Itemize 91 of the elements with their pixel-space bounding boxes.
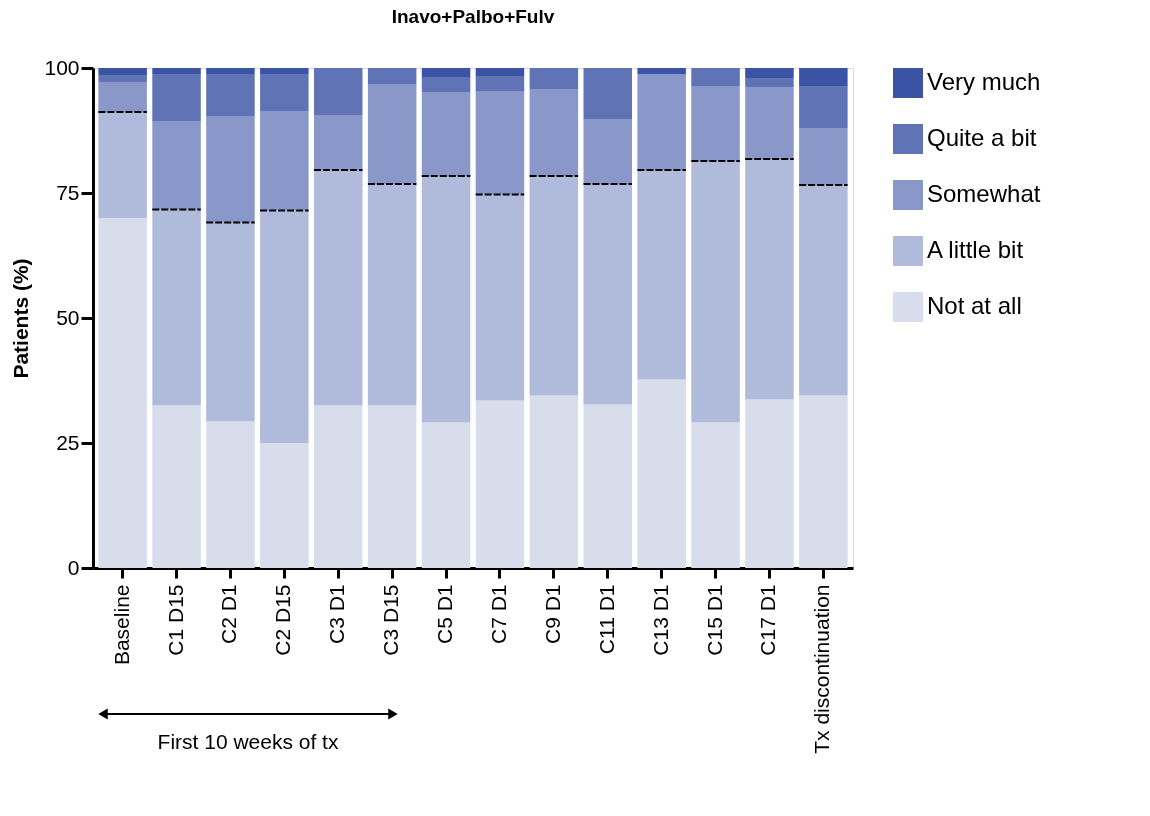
bar bbox=[206, 68, 255, 74]
x-tick-label: C3 D1 bbox=[325, 584, 349, 645]
legend-label: Very much bbox=[927, 68, 1041, 95]
bar bbox=[691, 86, 740, 161]
x-tick-label: Tx discontinuation bbox=[810, 584, 834, 754]
bar bbox=[691, 68, 740, 86]
bar bbox=[260, 74, 309, 111]
x-tick-label: C2 D15 bbox=[271, 584, 295, 656]
bar bbox=[637, 379, 686, 568]
bar bbox=[637, 74, 686, 170]
bar bbox=[583, 184, 633, 405]
bar bbox=[745, 399, 794, 568]
bar bbox=[529, 395, 579, 568]
bar bbox=[152, 121, 201, 210]
bar bbox=[475, 194, 525, 401]
bar bbox=[799, 128, 848, 185]
bar bbox=[475, 76, 525, 91]
bar bbox=[206, 116, 255, 223]
y-tick-label: 50 bbox=[56, 305, 80, 329]
bar bbox=[691, 422, 740, 568]
bar bbox=[206, 421, 255, 568]
bar bbox=[421, 422, 471, 568]
x-tick-label: C9 D1 bbox=[540, 584, 564, 645]
bar bbox=[421, 68, 471, 77]
legend-label: Somewhat bbox=[927, 180, 1041, 207]
legend-label: Not at all bbox=[927, 292, 1022, 319]
bar bbox=[98, 218, 147, 568]
bar bbox=[367, 184, 417, 406]
x-tick-label: C5 D1 bbox=[433, 584, 457, 645]
y-tick-label: 0 bbox=[67, 555, 80, 579]
bar bbox=[313, 405, 363, 568]
bar bbox=[367, 84, 417, 184]
bar bbox=[745, 87, 794, 159]
y-axis-title: Patients (%) bbox=[9, 258, 33, 379]
x-tick-label: Baseline bbox=[109, 584, 133, 666]
bar bbox=[475, 400, 525, 568]
bar bbox=[206, 74, 255, 116]
bar bbox=[583, 119, 633, 184]
bar bbox=[691, 161, 740, 423]
bar bbox=[367, 405, 417, 568]
chart-title: Inavo+Palbo+Fulv bbox=[391, 6, 555, 27]
bar bbox=[583, 68, 633, 119]
bar bbox=[260, 443, 309, 568]
bar bbox=[421, 176, 471, 423]
bar bbox=[152, 405, 201, 568]
bar bbox=[745, 159, 794, 400]
bar bbox=[745, 68, 794, 78]
bar bbox=[475, 68, 525, 76]
bar bbox=[98, 75, 147, 82]
x-tick-label: C11 D1 bbox=[594, 584, 618, 655]
x-tick-label: C13 D1 bbox=[648, 584, 672, 656]
bar bbox=[260, 111, 309, 211]
bar bbox=[637, 170, 686, 380]
bar bbox=[367, 68, 417, 84]
x-tick-label: C7 D1 bbox=[486, 584, 510, 645]
bar bbox=[313, 68, 363, 115]
y-tick-label: 25 bbox=[56, 430, 80, 454]
bar bbox=[421, 92, 471, 176]
x-tick-label: C15 D1 bbox=[702, 584, 726, 656]
y-tick-label: 75 bbox=[56, 180, 80, 204]
bar bbox=[529, 68, 579, 89]
bar bbox=[799, 86, 848, 128]
bar bbox=[529, 89, 579, 176]
bar bbox=[529, 176, 579, 396]
bar bbox=[799, 185, 848, 396]
bar bbox=[637, 68, 686, 74]
bar bbox=[152, 68, 201, 74]
bar bbox=[98, 68, 147, 75]
bar bbox=[260, 210, 309, 443]
bar bbox=[206, 222, 255, 422]
bar bbox=[313, 115, 363, 170]
x-tick-label: C3 D15 bbox=[379, 584, 403, 656]
bar bbox=[799, 68, 848, 86]
bar bbox=[475, 91, 525, 195]
bar bbox=[98, 112, 147, 218]
bar bbox=[313, 170, 363, 406]
x-tick-label: C2 D1 bbox=[217, 584, 241, 645]
bar bbox=[421, 77, 471, 92]
legend-label: A little bit bbox=[927, 236, 1024, 263]
legend-label: Quite a bit bbox=[927, 124, 1037, 151]
y-tick-label: 100 bbox=[44, 55, 80, 79]
text: First 10 weeks of tx bbox=[157, 730, 339, 753]
bar bbox=[583, 404, 633, 568]
x-tick-label: C17 D1 bbox=[756, 584, 780, 656]
bar bbox=[799, 395, 848, 568]
x-tick-label: C1 D15 bbox=[163, 584, 187, 656]
bar bbox=[152, 74, 201, 121]
bar bbox=[260, 68, 309, 74]
bar bbox=[152, 209, 201, 406]
bar bbox=[745, 78, 794, 87]
bar bbox=[98, 82, 147, 112]
